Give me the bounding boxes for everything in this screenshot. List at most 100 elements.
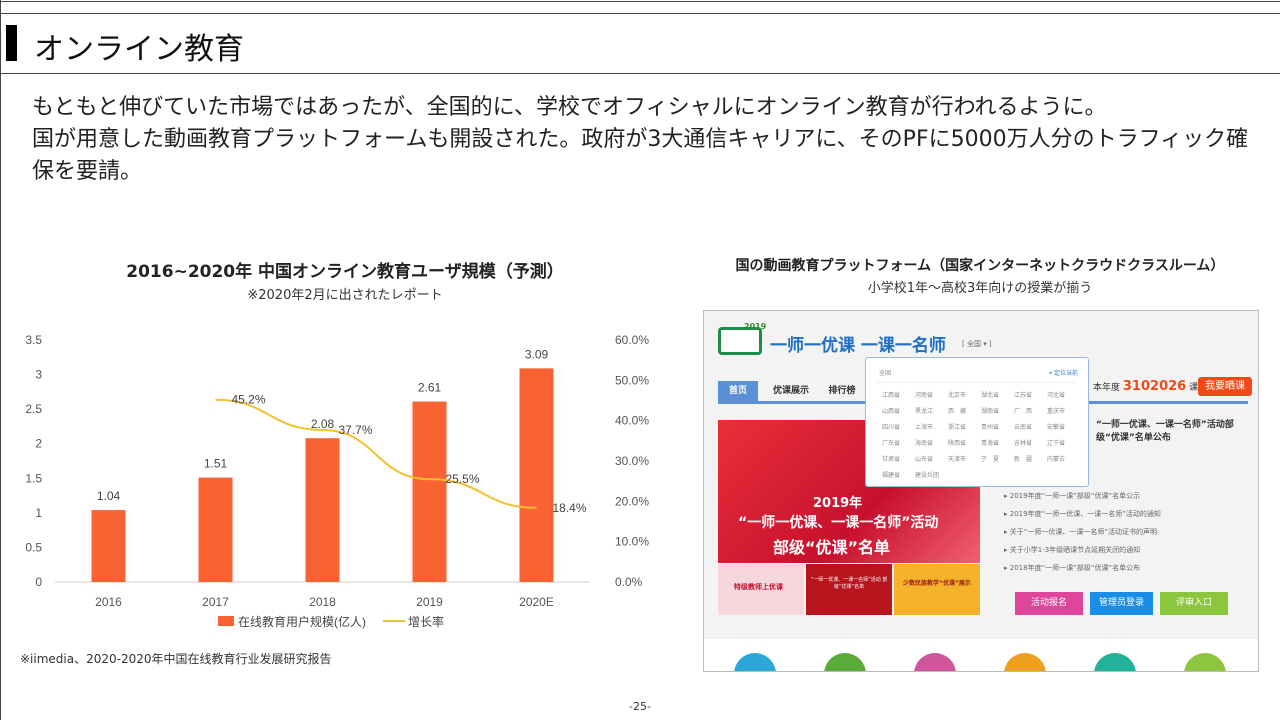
tab-showcase[interactable]: 优课展示 [772, 386, 809, 396]
count-value: 3102026 [1122, 379, 1187, 394]
banner-year: 2019年 [813, 496, 863, 511]
tab-home[interactable]: 首页 [718, 381, 758, 401]
province-option[interactable]: 甘肃省 [882, 456, 901, 463]
thumb-3[interactable]: 少数民族教学“优课”展示 [894, 564, 980, 615]
province-option[interactable]: 西 藏 [948, 408, 967, 415]
province-option[interactable]: 辽宁省 [1047, 440, 1066, 447]
news-item[interactable]: ▸ 2019年度“一师一课”部级“优课”名单公示 [1004, 492, 1141, 500]
province-option[interactable]: 宁 夏 [981, 456, 1000, 463]
bar-data-label: 3.09 [525, 347, 549, 361]
province-option[interactable]: 河南省 [915, 392, 934, 399]
page-number: -25- [629, 700, 651, 713]
line-data-label: 37.7% [339, 423, 373, 437]
province-option[interactable]: 湖北省 [981, 392, 1000, 399]
province-option[interactable]: 广 西 [1014, 408, 1033, 415]
news-item[interactable]: ▸ 关于“一师一优课、一课一名师”活动证书的声明 [1004, 528, 1158, 536]
news-item[interactable]: ▸ 关于小学1-3年级晒课节点延期关闭的通知 [1004, 546, 1141, 554]
register-button[interactable]: 活动报名 [1015, 592, 1083, 615]
title-rule-bottom [0, 73, 1280, 74]
line-data-label: 25.5% [446, 472, 480, 486]
y-left-tick: 1.5 [25, 471, 42, 485]
province-option[interactable]: 建设兵团 [915, 472, 940, 479]
dropdown-header[interactable]: 全国 [879, 370, 892, 377]
tab-ranking[interactable]: 排行榜 [828, 386, 856, 396]
province-option[interactable]: 安徽省 [1047, 424, 1066, 431]
y-right-tick: 0.0% [615, 575, 643, 589]
province-option[interactable]: 山东省 [915, 456, 934, 463]
province-option[interactable]: 广东省 [882, 440, 901, 447]
category-icon[interactable] [1004, 653, 1046, 671]
y-left-tick: 0 [35, 575, 42, 589]
province-option[interactable]: 内蒙古 [1047, 456, 1066, 463]
course-count: 本年度 3102026 课 [1093, 379, 1198, 394]
chart-title: 2016~2020年 中国オンライン教育ユーザ規模（予測） [126, 262, 564, 282]
bar-data-label: 2.08 [311, 417, 335, 431]
top-rule [0, 1, 1280, 2]
x-tick: 2020E [519, 595, 554, 609]
category-icon[interactable] [734, 653, 776, 671]
site-name: 一师一优课 一课一名师 [770, 336, 946, 356]
y-right-tick: 30.0% [615, 454, 649, 468]
y-right-tick: 50.0% [615, 373, 649, 387]
province-option[interactable]: 山西省 [882, 408, 901, 415]
bar-data-label: 1.51 [204, 457, 228, 471]
province-option[interactable]: 江苏省 [1014, 392, 1033, 399]
review-entry-button[interactable]: 评审入口 [1160, 592, 1228, 615]
province-option[interactable]: 黑龙江 [915, 408, 934, 415]
province-option[interactable]: 上海市 [915, 424, 934, 431]
x-tick: 2018 [309, 595, 336, 609]
screenshot-title: 国の動画教育プラットフォーム（国家インターネットクラウドクラスルーム） [735, 258, 1225, 274]
news-item[interactable]: ▸ 2018年度“一师一课”部级“优课”名单公布 [1004, 564, 1141, 572]
admin-login-button[interactable]: 管理员登录 [1090, 592, 1153, 615]
province-option[interactable]: 四川省 [882, 424, 901, 431]
category-icon[interactable] [1094, 653, 1136, 671]
thumb-1[interactable]: 特级教师上优课 [718, 564, 804, 615]
province-option[interactable]: 浙江省 [948, 424, 967, 431]
bar [412, 401, 447, 582]
y-right-tick: 40.0% [615, 414, 649, 428]
province-option[interactable]: 新 疆 [1014, 456, 1033, 463]
category-icon[interactable] [1184, 653, 1226, 671]
chart-source: ※iimedia、2020-2020年中国在线教育行业发展研究报告 [20, 652, 332, 666]
thumb-2[interactable]: “一师一优课、一课一名师”活动 部级“优课”名单 [806, 564, 892, 615]
province-option[interactable]: 重庆市 [1047, 408, 1066, 415]
y-left-tick: 3.5 [25, 333, 42, 347]
category-icon[interactable] [824, 653, 866, 671]
region-value: 全国 [966, 340, 981, 348]
y-left-tick: 3 [35, 368, 42, 382]
province-option[interactable]: 湖南省 [981, 408, 1000, 415]
x-tick: 2019 [416, 595, 443, 609]
province-option[interactable]: 陕西省 [948, 440, 967, 447]
y-left-tick: 2 [35, 437, 42, 451]
province-option[interactable]: 天津市 [948, 456, 967, 463]
line-data-label: 18.4% [553, 501, 587, 515]
province-option[interactable]: 福建省 [882, 472, 901, 479]
region-dropdown: 全国 ⌖ 定位当前 江西省 河南省 北京市 湖北省 江苏省 河北省山西省 黑龙江 西 藏 湖南省… [865, 357, 1089, 487]
province-option[interactable]: 北京市 [948, 392, 967, 399]
bar-data-label: 1.04 [97, 489, 121, 503]
banner-line2: 部级“优课”名单 [773, 538, 891, 557]
body-paragraph: 国が用意した動画教育プラットフォームも開設された。政府が3大通信キャリアに、その… [32, 127, 1249, 184]
icon-strip [704, 639, 1258, 671]
bar [305, 438, 340, 582]
bar [91, 510, 126, 582]
province-option[interactable]: 云南省 [1014, 424, 1033, 431]
category-icon[interactable] [914, 653, 956, 671]
legend-swatch-bar [218, 616, 234, 626]
title-marker [6, 25, 17, 61]
headline[interactable]: “一师一优课、一课一名师”活动部级“优课”名单公布 [1096, 420, 1234, 443]
province-option[interactable]: 青海省 [981, 440, 1000, 447]
region-select[interactable]: [ 全国 ▾ ] [962, 340, 992, 348]
locate-link[interactable]: ⌖ 定位当前 [1048, 370, 1078, 377]
province-option[interactable]: 贵州省 [981, 424, 1000, 431]
logo-icon [718, 327, 762, 355]
bar [198, 477, 233, 582]
title-rule-top [0, 13, 1280, 14]
upload-course-button[interactable]: 我要晒课 [1198, 377, 1252, 396]
province-option[interactable]: 江西省 [882, 392, 901, 399]
province-option[interactable]: 吉林省 [1014, 440, 1033, 447]
province-option[interactable]: 河北省 [1047, 392, 1066, 399]
y-left-tick: 1 [35, 506, 42, 520]
news-item[interactable]: ▸ 2019年度“一师一优课、一课一名师”活动的通知 [1004, 510, 1161, 518]
province-option[interactable]: 海南省 [915, 440, 934, 447]
